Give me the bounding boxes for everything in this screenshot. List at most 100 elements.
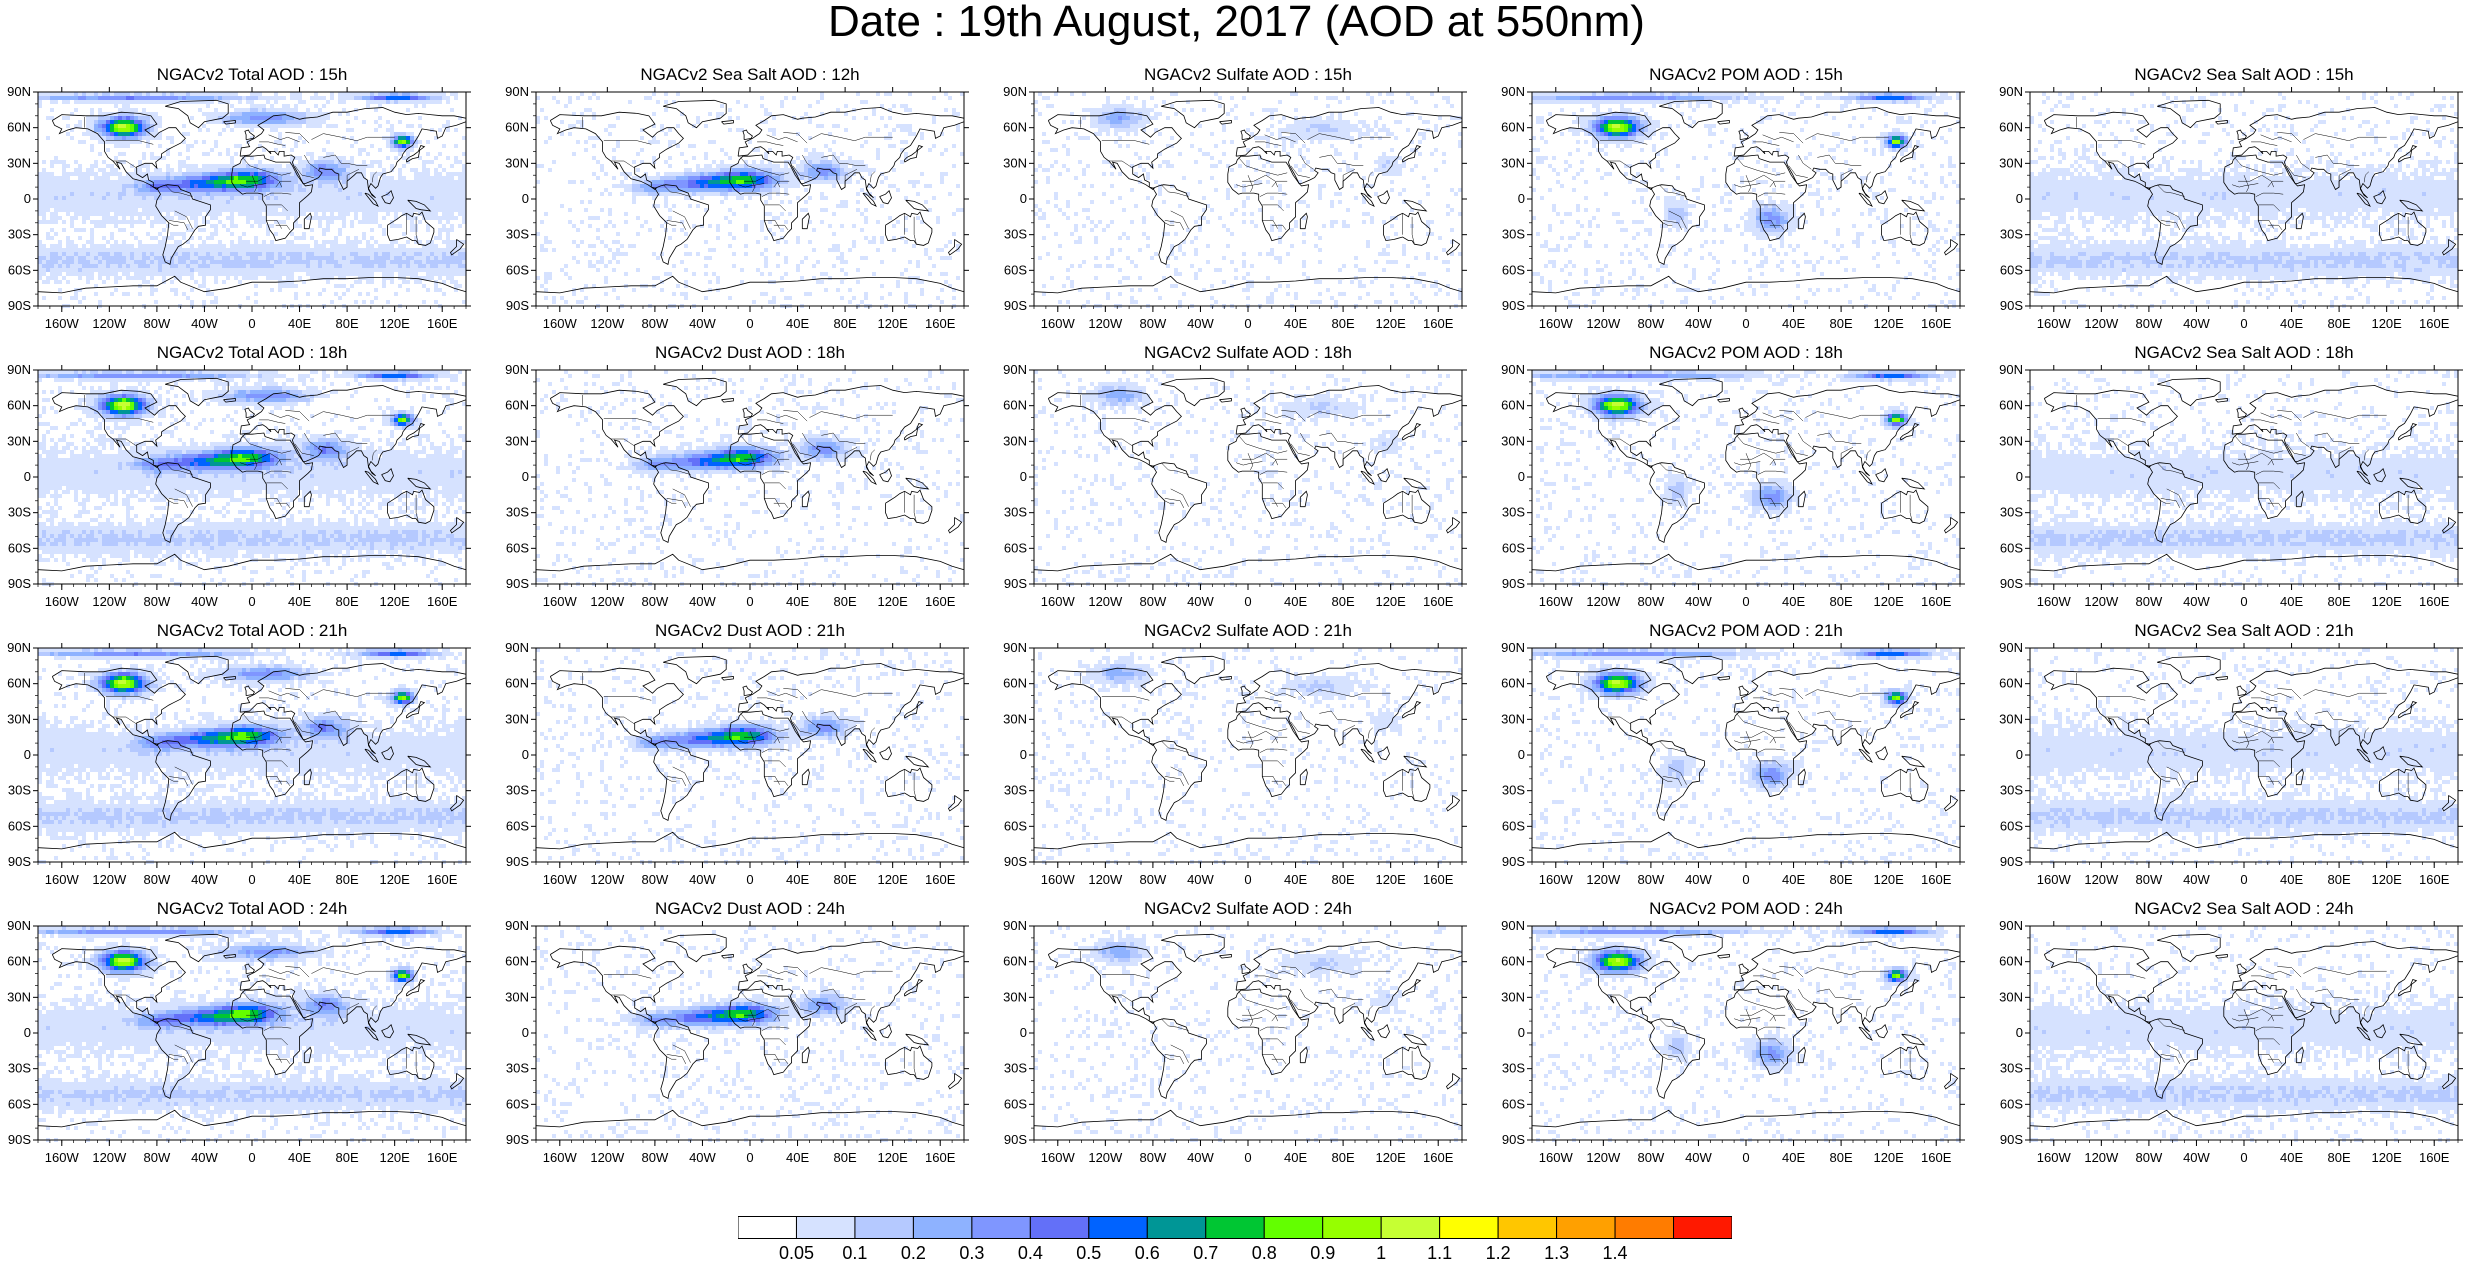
colorbar-label: 1.2 [1486, 1243, 1511, 1264]
lat-tick-label: 0 [522, 469, 529, 484]
lon-tick-label: 160W [45, 1150, 80, 1165]
lat-tick-label: 90S [2000, 298, 2023, 313]
lat-tick-label: 90S [8, 854, 31, 869]
colorbar-box [1323, 1217, 1381, 1239]
lon-tick-label: 160W [543, 1150, 578, 1165]
lon-tick-label: 120E [1375, 1150, 1406, 1165]
lon-tick-label: 120W [2084, 1150, 2119, 1165]
colorbar-label: 1.3 [1544, 1243, 1569, 1264]
lon-tick-label: 160W [1539, 872, 1574, 887]
lat-tick-label: 0 [1518, 1025, 1525, 1040]
lat-tick-label: 0 [1020, 747, 1027, 762]
lon-tick-label: 40W [191, 1150, 218, 1165]
lat-tick-label: 90N [1999, 640, 2023, 655]
lat-tick-label: 30S [1004, 1061, 1027, 1076]
lon-tick-label: 80E [336, 872, 359, 887]
lon-tick-label: 120E [1873, 594, 1904, 609]
lat-tick-label: 90N [1003, 640, 1027, 655]
lat-tick-label: 30S [506, 505, 529, 520]
lon-tick-label: 160E [1921, 316, 1952, 331]
lat-tick-label: 90S [1502, 1132, 1525, 1147]
lon-tick-label: 120W [590, 872, 625, 887]
lat-tick-label: 90S [506, 854, 529, 869]
lon-tick-label: 80W [1140, 872, 1167, 887]
lon-tick-label: 80W [144, 594, 171, 609]
lon-tick-label: 80E [1830, 594, 1853, 609]
lon-tick-label: 40E [1782, 1150, 1805, 1165]
lat-tick-label: 60S [1004, 540, 1027, 555]
lat-tick-label: 60S [1502, 540, 1525, 555]
panel-title: NGACv2 Total AOD : 15h [38, 65, 466, 85]
lon-tick-label: 40W [191, 316, 218, 331]
panel-title: NGACv2 Total AOD : 24h [38, 899, 466, 919]
lon-tick-label: 120E [379, 1150, 410, 1165]
lon-tick-label: 160W [543, 594, 578, 609]
lat-tick-label: 0 [1518, 191, 1525, 206]
lon-tick-label: 120E [877, 1150, 908, 1165]
lon-tick-label: 0 [2240, 1150, 2247, 1165]
lon-tick-label: 40W [1685, 316, 1712, 331]
lon-tick-label: 40W [689, 1150, 716, 1165]
lon-tick-label: 80E [1332, 872, 1355, 887]
lat-tick-label: 30N [1501, 433, 1525, 448]
lat-tick-label: 30N [7, 155, 31, 170]
lon-tick-label: 160E [427, 1150, 458, 1165]
lat-tick-label: 60N [1003, 954, 1027, 969]
lon-tick-label: 120E [1873, 316, 1904, 331]
panel-title: NGACv2 Dust AOD : 18h [536, 343, 964, 363]
lat-tick-label: 0 [522, 747, 529, 762]
lon-tick-label: 80E [1332, 1150, 1355, 1165]
lon-tick-label: 120W [1088, 1150, 1123, 1165]
lon-tick-label: 80E [2328, 1150, 2351, 1165]
lon-tick-label: 120E [1873, 872, 1904, 887]
lat-tick-label: 30N [1999, 989, 2023, 1004]
colorbar-label: 0.4 [1018, 1243, 1043, 1264]
lat-tick-label: 60N [1003, 676, 1027, 691]
lat-tick-label: 90N [1999, 918, 2023, 933]
aod-field [536, 370, 964, 586]
lat-tick-label: 60S [506, 818, 529, 833]
lat-tick-label: 90N [7, 362, 31, 377]
panel-title: NGACv2 POM AOD : 24h [1532, 899, 1960, 919]
lon-tick-label: 160W [45, 316, 80, 331]
lon-tick-label: 120W [1088, 594, 1123, 609]
lat-tick-label: 0 [1518, 747, 1525, 762]
lat-tick-label: 30S [1502, 783, 1525, 798]
colorbar-label: 0.7 [1193, 1243, 1218, 1264]
colorbar-label: 0.5 [1076, 1243, 1101, 1264]
colorbar-box [1264, 1217, 1322, 1239]
lon-tick-label: 160W [543, 316, 578, 331]
colorbar-label: 1.1 [1427, 1243, 1452, 1264]
colorbar-label: 1 [1376, 1243, 1386, 1264]
lon-tick-label: 120W [1088, 872, 1123, 887]
lon-tick-label: 40E [288, 872, 311, 887]
lon-tick-label: 0 [1742, 594, 1749, 609]
lat-tick-label: 60N [7, 676, 31, 691]
lat-tick-label: 90S [506, 1132, 529, 1147]
lon-tick-label: 40E [288, 594, 311, 609]
lat-tick-label: 30S [2000, 505, 2023, 520]
lon-tick-label: 160W [1041, 1150, 1076, 1165]
lat-tick-label: 60S [1004, 262, 1027, 277]
panel-title: NGACv2 Sulfate AOD : 21h [1034, 621, 1462, 641]
lat-tick-label: 90S [2000, 854, 2023, 869]
lon-tick-label: 80E [1332, 594, 1355, 609]
lon-tick-label: 160W [45, 872, 80, 887]
lat-tick-label: 60N [1999, 120, 2023, 135]
lat-tick-label: 90N [1501, 918, 1525, 933]
aod-field [38, 92, 466, 308]
lat-tick-label: 60N [1999, 676, 2023, 691]
figure-title: Date : 19th August, 2017 (AOD at 550nm) [0, 0, 2473, 44]
